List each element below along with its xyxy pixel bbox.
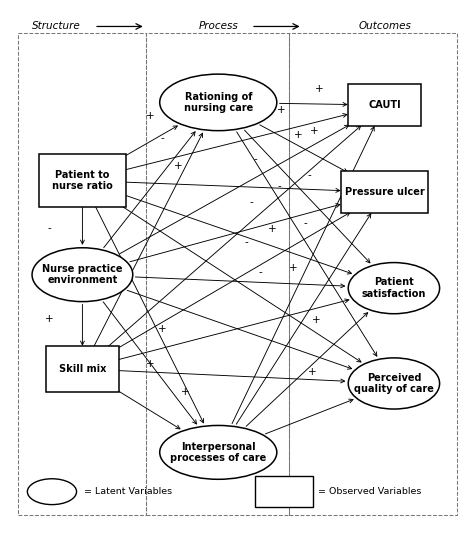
Text: Patient to
nurse ratio: Patient to nurse ratio (52, 170, 113, 191)
Text: +: + (310, 126, 319, 136)
Text: Nurse practice
environment: Nurse practice environment (42, 264, 123, 286)
Text: Pressure ulcer: Pressure ulcer (345, 187, 424, 197)
Text: = Observed Variables: = Observed Variables (318, 487, 421, 496)
Text: +: + (268, 224, 276, 234)
FancyBboxPatch shape (39, 153, 126, 207)
Text: Structure: Structure (32, 21, 81, 32)
Text: -: - (308, 170, 311, 180)
Ellipse shape (348, 263, 439, 314)
Text: Interpersonal
processes of care: Interpersonal processes of care (170, 442, 266, 463)
Text: -: - (258, 267, 262, 277)
Bar (146, 34, 289, 515)
Text: +: + (293, 129, 302, 140)
Text: -: - (277, 181, 281, 191)
Text: +: + (158, 324, 166, 333)
Text: Perceived
quality of care: Perceived quality of care (354, 373, 434, 394)
Text: +: + (146, 358, 155, 368)
Text: -: - (160, 133, 164, 144)
FancyBboxPatch shape (46, 346, 118, 392)
Text: +: + (181, 387, 190, 397)
Bar (289, 34, 457, 515)
Text: CAUTI: CAUTI (368, 100, 401, 110)
Ellipse shape (27, 479, 77, 505)
Text: +: + (308, 367, 316, 376)
Text: +: + (146, 111, 155, 121)
Text: -: - (249, 197, 253, 207)
Bar (18, 34, 146, 515)
Ellipse shape (32, 248, 133, 301)
Text: +: + (174, 162, 183, 171)
Text: +: + (289, 263, 298, 273)
Ellipse shape (160, 74, 277, 131)
Text: -: - (303, 219, 307, 228)
FancyBboxPatch shape (341, 171, 428, 213)
Text: Rationing of
nursing care: Rationing of nursing care (183, 91, 253, 113)
Text: +: + (315, 84, 323, 94)
Ellipse shape (160, 425, 277, 479)
Text: +: + (312, 316, 321, 325)
Text: -: - (48, 223, 52, 233)
Text: -: - (254, 154, 257, 164)
Text: -: - (245, 237, 248, 248)
Text: Patient
satisfaction: Patient satisfaction (362, 277, 426, 299)
Text: Process: Process (199, 21, 238, 32)
Text: +: + (277, 106, 286, 115)
FancyBboxPatch shape (255, 476, 313, 508)
Text: Outcomes: Outcomes (358, 21, 411, 32)
Text: +: + (46, 314, 54, 324)
FancyBboxPatch shape (348, 84, 421, 126)
Text: = Latent Variables: = Latent Variables (83, 487, 172, 496)
Text: Skill mix: Skill mix (59, 364, 106, 374)
Ellipse shape (348, 358, 439, 409)
